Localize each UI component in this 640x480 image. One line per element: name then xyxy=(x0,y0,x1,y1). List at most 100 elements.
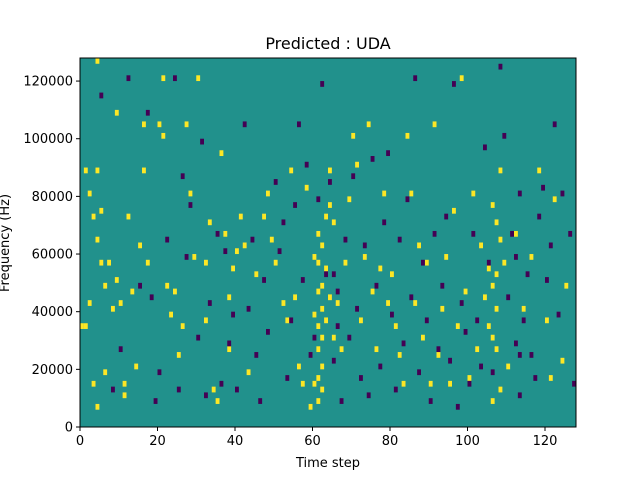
heatmap-cell-purple xyxy=(99,92,104,99)
heatmap-cell-purple xyxy=(118,346,123,353)
heatmap-cell-purple xyxy=(250,236,255,243)
heatmap-cell-purple xyxy=(153,398,158,404)
heatmap-cell-purple xyxy=(568,230,573,237)
heatmap-cell-purple xyxy=(514,340,518,347)
heatmap-cell-purple xyxy=(312,334,317,341)
heatmap-cell-yellow xyxy=(91,213,96,220)
heatmap-cell-yellow xyxy=(242,242,247,249)
heatmap-cell-yellow xyxy=(440,305,445,312)
heatmap-cell-purple xyxy=(560,190,565,197)
heatmap-cell-purple xyxy=(262,277,266,283)
heatmap-cell-yellow xyxy=(118,300,123,306)
heatmap-cell-yellow xyxy=(382,190,387,197)
heatmap-cell-yellow xyxy=(281,300,286,306)
heatmap-cell-yellow xyxy=(405,132,410,139)
heatmap-cell-yellow xyxy=(262,213,266,220)
heatmap-cell-purple xyxy=(552,121,557,128)
heatmap-cell-purple xyxy=(165,236,170,243)
heatmap-cell-yellow xyxy=(157,121,162,128)
heatmap-cell-yellow xyxy=(308,403,313,410)
heatmap-cell-yellow xyxy=(498,386,503,393)
heatmap-cell-yellow xyxy=(134,363,139,370)
heatmap-cell-yellow xyxy=(548,375,553,381)
heatmap-cell-yellow xyxy=(91,380,96,387)
heatmap-cell-yellow xyxy=(335,300,340,306)
heatmap-cell-yellow xyxy=(83,323,88,329)
heatmap-cell-purple xyxy=(149,294,154,301)
heatmap-cell-purple xyxy=(386,150,390,157)
heatmap-cell-purple xyxy=(331,271,336,278)
x-axis-label: Time step xyxy=(295,456,360,471)
heatmap-cell-purple xyxy=(537,213,542,220)
plot-background xyxy=(80,58,576,427)
heatmap-cell-yellow xyxy=(471,190,476,197)
heatmap-cell-purple xyxy=(510,230,514,237)
heatmap-cell-purple xyxy=(304,161,309,168)
heatmap-cell-yellow xyxy=(331,334,336,341)
heatmap-cell-purple xyxy=(421,259,425,266)
heatmap-cell-yellow xyxy=(196,75,201,82)
heatmap-cell-purple xyxy=(382,219,387,226)
heatmap-cell-purple xyxy=(266,328,270,335)
heatmap-cell-purple xyxy=(436,346,441,353)
heatmap-cell-yellow xyxy=(254,271,259,278)
heatmap-cell-yellow xyxy=(312,380,317,387)
heatmap-cell-purple xyxy=(572,380,576,387)
heatmap-cell-purple xyxy=(517,190,522,197)
heatmap-cell-yellow xyxy=(87,190,92,197)
heatmap-cell-purple xyxy=(455,403,460,410)
x-tick-label: 120 xyxy=(533,434,558,449)
heatmap-cell-purple xyxy=(374,282,379,289)
heatmap-cell-yellow xyxy=(111,305,115,312)
heatmap-cell-purple xyxy=(207,300,212,306)
heatmap-cell-purple xyxy=(184,254,189,260)
heatmap-cell-yellow xyxy=(235,248,239,255)
heatmap-cell-purple xyxy=(138,282,142,289)
heatmap-cell-purple xyxy=(362,242,367,249)
heatmap-cell-yellow xyxy=(320,242,325,249)
heatmap-cell-yellow xyxy=(219,150,224,157)
heatmap-cell-yellow xyxy=(486,323,491,329)
heatmap-cell-yellow xyxy=(99,207,104,214)
heatmap-cell-yellow xyxy=(351,132,356,139)
heatmap-cell-purple xyxy=(173,75,177,82)
heatmap-cell-purple xyxy=(517,392,522,399)
heatmap-cell-purple xyxy=(428,398,433,404)
heatmap-cell-yellow xyxy=(521,305,526,312)
heatmap-cell-purple xyxy=(339,398,344,404)
heatmap-cell-yellow xyxy=(114,109,119,116)
heatmap-cell-yellow xyxy=(444,254,449,260)
heatmap-cell-yellow xyxy=(316,323,321,329)
heatmap-cell-yellow xyxy=(266,190,270,197)
heatmap-cell-yellow xyxy=(231,265,235,272)
heatmap-cell-yellow xyxy=(297,363,301,370)
heatmap-cell-purple xyxy=(486,259,491,266)
x-tick-label: 0 xyxy=(76,434,84,449)
heatmap-cell-purple xyxy=(366,392,371,399)
heatmap-cell-yellow xyxy=(417,242,421,249)
heatmap-cell-yellow xyxy=(107,259,111,266)
heatmap-cell-purple xyxy=(335,288,340,295)
heatmap-cell-yellow xyxy=(432,121,437,128)
heatmap-cell-purple xyxy=(176,386,181,393)
heatmap-cell-purple xyxy=(188,202,193,208)
heatmap-cell-purple xyxy=(483,144,487,151)
heatmap-cell-yellow xyxy=(320,363,325,370)
heatmap-cell-yellow xyxy=(343,259,348,266)
heatmap-cell-purple xyxy=(533,375,538,381)
heatmap-cell-yellow xyxy=(227,346,232,353)
heatmap-cell-yellow xyxy=(169,311,173,318)
heatmap-cell-yellow xyxy=(560,357,565,364)
heatmap-cell-yellow xyxy=(122,392,127,399)
heatmap-cell-purple xyxy=(355,305,359,312)
heatmap-cell-yellow xyxy=(483,294,487,301)
y-tick-label: 0 xyxy=(65,421,73,436)
heatmap-cell-purple xyxy=(378,363,383,370)
heatmap-cell-purple xyxy=(393,386,398,393)
heatmap-cell-purple xyxy=(200,138,204,145)
y-tick-label: 60000 xyxy=(32,248,73,263)
heatmap-cell-yellow xyxy=(269,236,274,243)
heatmap-cell-purple xyxy=(498,63,503,70)
plot-area xyxy=(79,57,577,428)
y-tick-label: 20000 xyxy=(32,363,73,378)
